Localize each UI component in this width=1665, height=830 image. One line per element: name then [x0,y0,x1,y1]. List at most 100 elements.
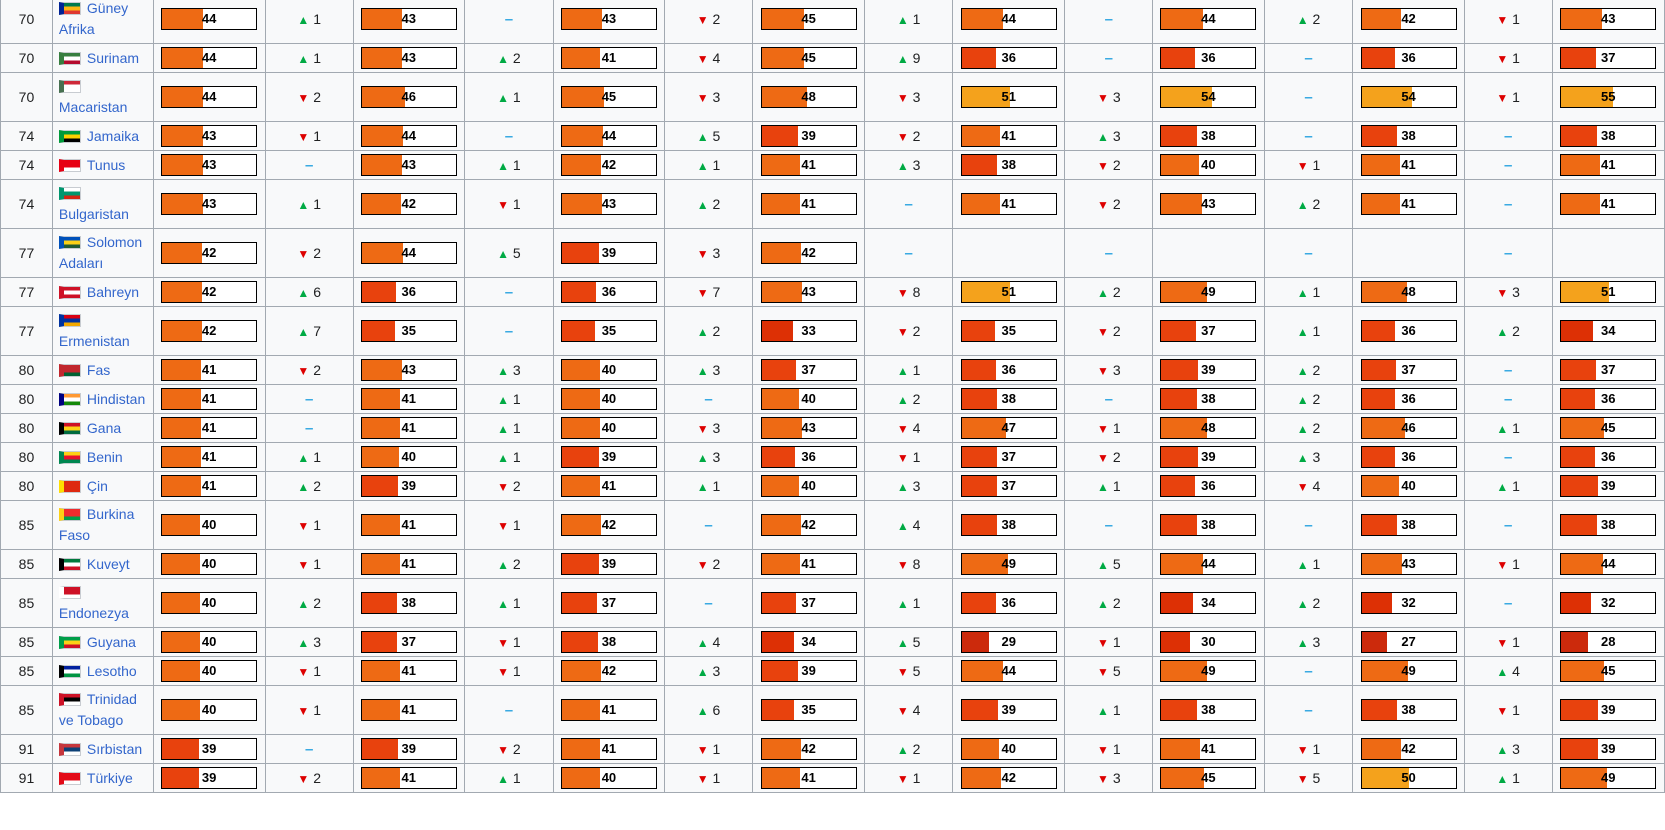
change-value: 2 [712,11,721,27]
score-bar-fill [361,739,399,759]
country-link[interactable]: Trinidad [86,691,137,707]
change-value: 1 [1112,420,1121,436]
rank-cell: 74 [0,121,53,151]
country-link[interactable]: Sırbistan [86,740,143,757]
no-change-icon: – [1503,195,1513,213]
score-bar-fill [1561,48,1597,68]
up-arrow-icon: ▲ [297,451,310,465]
country-link[interactable]: Gana [86,419,122,436]
score-bar-fill [361,447,400,467]
country-link[interactable]: Surinam [86,49,140,66]
score-cell: 36 [1352,384,1465,414]
down-arrow-icon: ▼ [297,665,310,679]
country-link[interactable]: Adaları [58,255,104,271]
up-arrow-icon: ▲ [297,597,310,611]
country-link[interactable]: ve Tobago [58,712,124,728]
score-bar: 35 [960,320,1057,342]
score-bar: 41 [360,767,457,789]
table-row: 74 Jamaika 43 ▼ 1 44 – 44 ▲ 5 39 ▼ 2 41 ▲ 3 38 – 38 – 38 [0,121,1665,151]
score-cell: 39 [152,734,266,764]
country-link[interactable]: Benin [86,448,123,465]
country-link[interactable]: Solomon [86,234,143,250]
score-cell: 39 [1551,685,1665,735]
score-bar-fill [561,447,599,467]
change-cell: ▼ 1 [1463,549,1553,579]
score-value: 41 [601,50,617,65]
country-link[interactable]: Türkiye [86,769,133,786]
rank-cell: 85 [0,627,53,657]
score-value: 40 [1401,478,1416,493]
country-link[interactable]: Hindistan [86,390,146,407]
score-value: 42 [201,245,217,260]
score-bar: 43 [360,359,457,381]
score-bar-fill [361,700,401,720]
score-bar: 35 [760,699,857,721]
score-bar: 44 [360,125,457,147]
up-arrow-icon: ▲ [497,451,509,465]
change-value: 1 [313,196,321,212]
change-value: 4 [712,50,721,66]
change-cell: ▲ 4 [1463,656,1553,686]
country-link[interactable]: Tunus [86,156,126,173]
score-cell: 38 [1152,685,1265,735]
change-value: 3 [1112,89,1121,105]
score-value: 40 [1001,741,1016,756]
score-bar: 51 [1560,281,1657,303]
country-link[interactable]: Endonezya [58,605,129,621]
score-bar: 38 [1360,125,1457,147]
country-link[interactable]: Güney [86,0,129,16]
score-bar-fill [561,155,602,175]
change-value: 1 [512,663,521,679]
up-arrow-icon: ▲ [896,743,909,757]
score-bar: 41 [1560,193,1657,215]
up-arrow-icon: ▲ [1097,480,1109,494]
score-bar: 38 [360,592,457,614]
country-link[interactable]: Bulgaristan [58,206,129,222]
score-bar-fill [961,155,998,175]
score-value: 36 [1001,362,1016,377]
table-row: 77 Ermenistan 42 ▲ 7 35 – 35 ▲ 2 33 ▼ 2 35 ▼ 2 37 ▲ 1… [0,306,1665,356]
score-cell: 36 [952,355,1066,385]
country-link[interactable]: Bahreyn [86,283,140,300]
down-arrow-icon: ▼ [896,704,909,718]
change-value: 2 [712,323,721,339]
country-cell: Tunus [51,150,154,180]
score-value: 41 [201,420,217,435]
rank-cell: 70 [0,43,53,73]
score-bar-fill [1561,389,1596,409]
change-cell: – [463,306,554,356]
score-cell: 40 [552,763,666,793]
score-bar: 37 [960,475,1057,497]
change-value: 2 [1312,362,1321,378]
country-link[interactable]: Ermenistan [58,333,130,349]
score-value: 41 [401,391,416,406]
score-bar: 38 [1360,699,1457,721]
country-link[interactable]: Faso [58,527,91,543]
change-value: 6 [712,702,721,718]
rank-cell: 91 [0,763,53,793]
country-link[interactable]: Fas [86,361,111,378]
score-cell: 43 [552,0,666,44]
change-cell: ▲ 1 [463,578,554,628]
country-link[interactable]: Jamaika [86,127,140,144]
country-link[interactable]: Guyana [86,633,136,650]
up-arrow-icon: ▲ [1097,286,1109,300]
score-value: 40 [201,595,217,610]
score-value: 39 [201,770,217,785]
country-link[interactable]: Macaristan [58,99,128,115]
country-link[interactable]: Lesotho [86,662,137,679]
score-value: 42 [401,196,416,211]
down-arrow-icon: ▼ [497,636,509,650]
up-arrow-icon: ▲ [1296,451,1309,465]
country-link[interactable]: Afrika [58,21,95,37]
country-link[interactable]: Burkina [86,506,135,522]
up-arrow-icon: ▲ [1296,198,1309,212]
score-bar: 39 [560,242,657,264]
score-value: 36 [1201,50,1216,65]
change-cell: ▲ 1 [664,471,753,501]
score-bar: 28 [1560,631,1657,653]
country-link[interactable]: Çin [86,477,108,494]
country-link[interactable]: Kuveyt [86,555,130,572]
score-bar-fill [761,282,802,302]
